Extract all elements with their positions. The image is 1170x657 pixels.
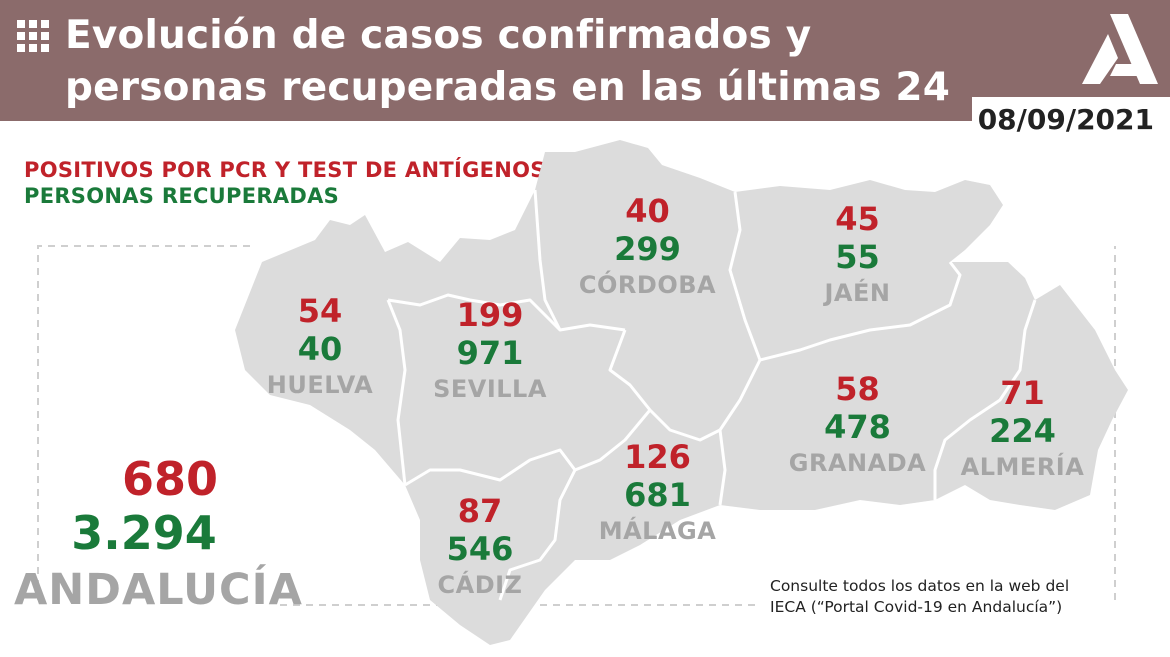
- province-malaga: 126 681 MÁLAGA: [595, 438, 720, 548]
- grid-icon: [17, 20, 49, 52]
- province-positives: 87: [457, 492, 503, 530]
- province-sevilla: 199 971 SEVILLA: [425, 296, 555, 406]
- province-positives: 45: [835, 200, 880, 238]
- province-jaen: 45 55 JAÉN: [800, 200, 915, 310]
- province-recovered: 681: [624, 476, 691, 514]
- province-recovered: 546: [446, 530, 514, 568]
- province-name: CÓRDOBA: [578, 271, 717, 299]
- province-name: JAÉN: [824, 279, 891, 307]
- province-almeria: 71 224 ALMERÍA: [955, 374, 1090, 484]
- footnote: Consulte todos los datos en la web del I…: [770, 577, 1070, 616]
- region-outline: [235, 140, 1128, 645]
- province-positives: 126: [624, 438, 691, 476]
- province-name: ALMERÍA: [960, 453, 1085, 481]
- date-box: [972, 97, 1170, 142]
- province-name: HUELVA: [266, 371, 374, 399]
- province-positives: 54: [297, 292, 343, 330]
- legend-positives-label: POSITIVOS POR PCR Y TEST DE ANTÍGENOS: [24, 158, 546, 182]
- legend-recovered: PERSONAS RECUPERADAS: [24, 184, 339, 208]
- province-positives: 199: [456, 296, 524, 334]
- province-positives: 40: [625, 192, 670, 230]
- junta-andalucia-logo: [1082, 14, 1158, 84]
- province-granada: 58 478 GRANADA: [785, 370, 930, 480]
- province-huelva: 54 40 HUELVA: [265, 292, 375, 402]
- header-banner: Evolución de casos confirmados y persona…: [0, 0, 1170, 162]
- province-recovered: 299: [614, 230, 681, 268]
- province-name: GRANADA: [788, 449, 927, 477]
- report-date: 08/09/2021: [977, 103, 1154, 136]
- province-recovered: 40: [297, 330, 343, 368]
- province-name: MÁLAGA: [598, 517, 717, 545]
- total-recovered: 3.294: [71, 506, 217, 560]
- province-cadiz: 87 546 CÁDIZ: [425, 492, 535, 602]
- province-recovered: 971: [456, 334, 524, 372]
- province-positives: 71: [1000, 374, 1045, 412]
- province-borders: [386, 189, 1037, 601]
- legend-positives: POSITIVOS POR PCR Y TEST DE ANTÍGENOS: [24, 158, 546, 182]
- province-recovered: 55: [835, 238, 880, 276]
- province-recovered: 478: [824, 408, 891, 446]
- province-name: CÁDIZ: [437, 571, 523, 599]
- region-name: ANDALUCÍA: [14, 565, 303, 615]
- province-recovered: 224: [989, 412, 1056, 450]
- province-cordoba: 40 299 CÓRDOBA: [575, 192, 720, 302]
- province-name: SEVILLA: [433, 375, 547, 403]
- legend-recovered-label: PERSONAS RECUPERADAS: [24, 184, 340, 208]
- total-positives: 680: [121, 452, 219, 506]
- province-positives: 58: [835, 370, 880, 408]
- page-title: Evolución de casos confirmados y persona…: [65, 13, 951, 162]
